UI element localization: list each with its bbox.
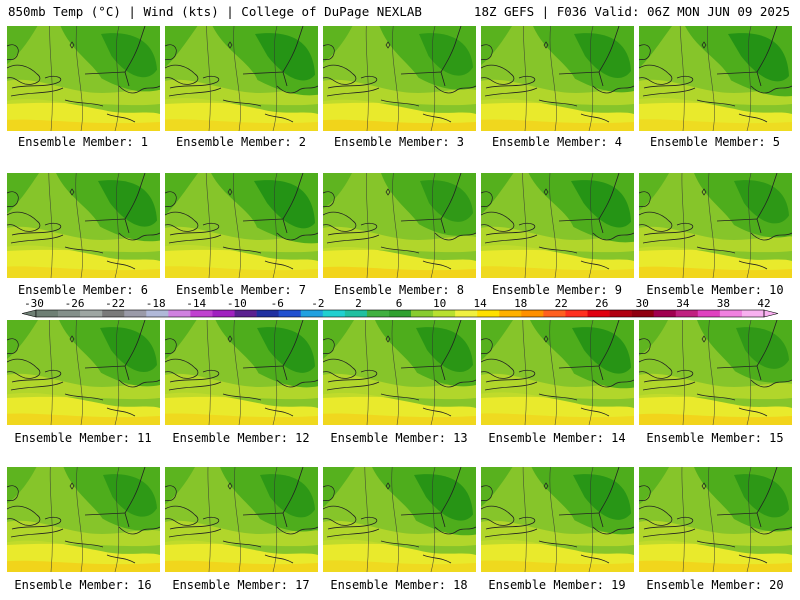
ensemble-map-panel [165,320,318,425]
colorbar-swatch [322,310,346,317]
ensemble-map-panel [481,26,634,131]
ensemble-member-label: Ensemble Member: 8 [333,283,465,297]
ensemble-member-label: Ensemble Member: 2 [175,135,307,149]
colorbar-swatch [521,310,544,317]
colorbar-swatch [675,310,699,317]
colorbar-tick-label: 14 [473,297,487,310]
ensemble-map-panel [639,26,792,131]
colorbar-swatch [543,310,566,317]
colorbar-swatch [697,310,721,317]
colorbar-swatch [366,310,390,317]
colorbar-tick-label: 18 [514,297,527,310]
ensemble-member-label: Ensemble Member: 11 [14,431,152,445]
ensemble-member-label: Ensemble Member: 20 [646,578,784,592]
colorbar-swatch [102,310,125,317]
colorbar-swatch [256,310,279,317]
colorbar-swatch [609,310,632,317]
colorbar-tick-label: -26 [65,297,85,310]
colorbar-swatch [234,310,257,317]
ensemble-member-label: Ensemble Member: 6 [17,283,149,297]
ensemble-map-panel [481,320,634,425]
ensemble-member-label: Ensemble Member: 13 [330,431,468,445]
ensemble-map-panel [323,26,476,131]
colorbar-tick-label: 30 [636,297,649,310]
ensemble-map-panel [481,467,634,572]
ensemble-map-panel [7,26,160,131]
temperature-colorbar: -30 -26 -22 -18 -14 -10 -6 -2 2 6 10 14 18 22 26 30 34 38… [0,296,800,326]
colorbar-tick-label: -14 [186,297,206,310]
ensemble-map-panel [7,173,160,278]
colorbar-swatch [146,310,169,317]
ensemble-map-panel [481,173,634,278]
colorbar-swatch [719,310,743,317]
ensemble-map-panel [7,467,160,572]
ensemble-member-label: Ensemble Member: 4 [491,135,623,149]
colorbar-swatch [455,310,478,317]
colorbar-swatch [80,310,103,317]
colorbar-swatch [344,310,368,317]
colorbar-swatch [477,310,500,317]
header-title: 850mb Temp (°C) | Wind (kts) | College o… [8,4,422,19]
ensemble-map-panel [323,173,476,278]
ensemble-map-panel [165,467,318,572]
colorbar-swatch [58,310,81,317]
colorbar-tick-label: -10 [227,297,247,310]
colorbar-tick-label: 10 [433,297,446,310]
header-model-run: 18Z GEFS | F036 Valid: 06Z MON JUN 09 20… [473,4,790,19]
ensemble-member-label: Ensemble Member: 18 [330,578,468,592]
colorbar-tick-label: 42 [757,297,770,310]
ensemble-map-panel [165,173,318,278]
colorbar-tick-label: 34 [676,297,690,310]
colorbar-swatch [278,310,302,317]
ensemble-member-label: Ensemble Member: 3 [333,135,465,149]
colorbar-swatch [168,310,191,317]
colorbar-swatch [565,310,588,317]
ensemble-member-label: Ensemble Member: 15 [646,431,784,445]
ensemble-map-panel [7,320,160,425]
ensemble-map-panel [639,320,792,425]
colorbar-tick-label: -6 [271,297,284,310]
colorbar-swatch [190,310,213,317]
colorbar-tick-label: -30 [24,297,44,310]
ensemble-member-label: Ensemble Member: 16 [14,578,152,592]
colorbar-swatch [411,310,434,317]
colorbar-swatch [300,310,324,317]
colorbar-tick-label: 38 [717,297,730,310]
ensemble-map-panel [639,173,792,278]
colorbar-swatch [124,310,147,317]
colorbar-graphic: -30 -26 -22 -18 -14 -10 -6 -2 2 6 10 14 18 22 26 30 34 38… [21,297,779,318]
colorbar-swatch [212,310,235,317]
ensemble-member-label: Ensemble Member: 7 [175,283,307,297]
colorbar-swatch [36,310,59,317]
colorbar-tick-label: -22 [105,297,125,310]
ensemble-member-label: Ensemble Member: 14 [488,431,626,445]
colorbar-swatch [741,310,765,317]
ensemble-member-label: Ensemble Member: 19 [488,578,626,592]
ensemble-map-panel [639,467,792,572]
colorbar-swatch [433,310,456,317]
ensemble-member-label: Ensemble Member: 1 [17,135,149,149]
ensemble-member-label: Ensemble Member: 5 [649,135,781,149]
ensemble-member-label: Ensemble Member: 9 [491,283,623,297]
colorbar-low-arrow [21,309,37,318]
ensemble-member-label: Ensemble Member: 12 [172,431,310,445]
colorbar-tick-label: 26 [595,297,608,310]
colorbar-tick-label: 6 [396,297,403,310]
colorbar-swatch [587,310,610,317]
colorbar-swatch [631,310,654,317]
ensemble-member-label: Ensemble Member: 10 [646,283,784,297]
colorbar-high-arrow [763,309,779,318]
ensemble-member-label: Ensemble Member: 17 [172,578,310,592]
colorbar-frame [35,309,765,318]
colorbar-tick-label: 2 [355,297,362,310]
ensemble-map-panel [165,26,318,131]
colorbar-swatch [653,310,677,317]
colorbar-swatch [499,310,522,317]
ensemble-map-panel [323,467,476,572]
colorbar-swatch [388,310,412,317]
ensemble-map-panel [323,320,476,425]
colorbar-tick-label: -18 [146,297,166,310]
colorbar-tick-label: -2 [311,297,324,310]
colorbar-tick-label: 22 [555,297,568,310]
